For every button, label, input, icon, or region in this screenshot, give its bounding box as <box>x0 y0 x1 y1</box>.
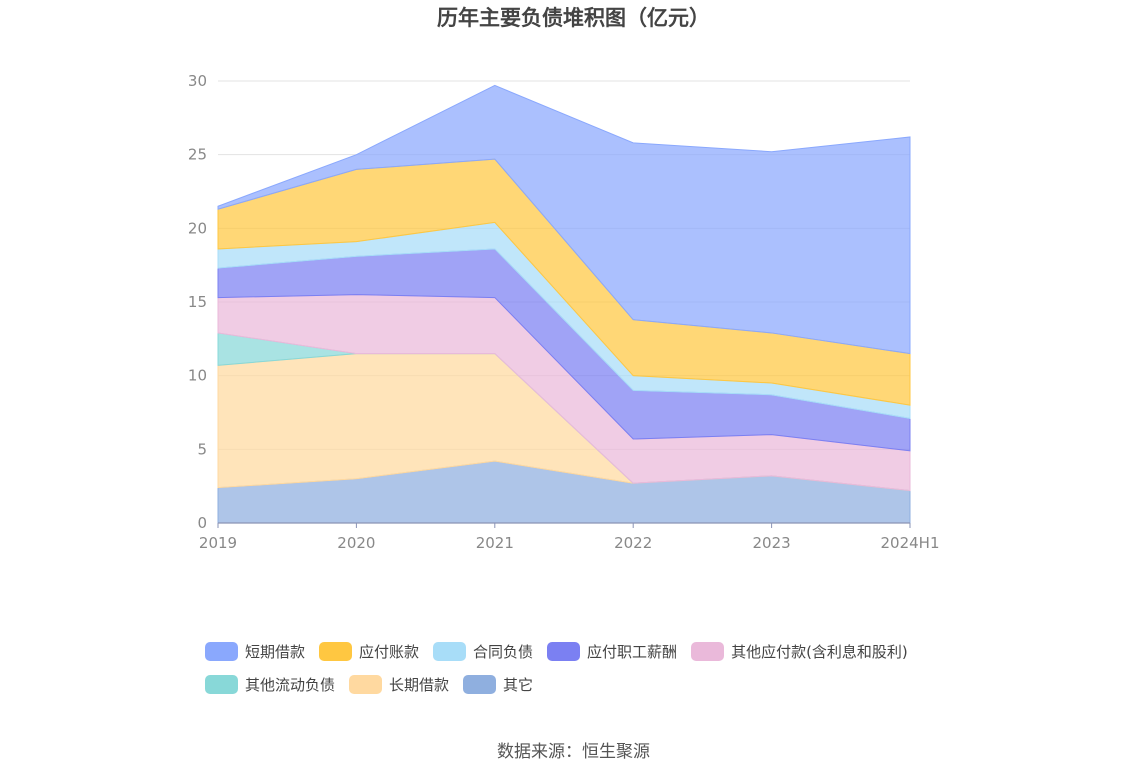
legend-item[interactable]: 其他应付款(含利息和股利) <box>691 639 908 663</box>
legend-label: 其他流动负债 <box>245 675 336 694</box>
legend-item[interactable]: 应付职工薪酬 <box>547 639 677 663</box>
chart-title: 历年主要负债堆积图（亿元） <box>437 6 710 30</box>
y-tick-label: 0 <box>197 514 207 532</box>
legend-item[interactable]: 其它 <box>463 672 533 696</box>
legend-item[interactable]: 长期借款 <box>349 672 449 696</box>
x-tick-label: 2023 <box>753 534 791 552</box>
y-tick-label: 10 <box>188 367 207 385</box>
legend-label: 短期借款 <box>245 642 306 661</box>
y-tick-label: 30 <box>188 72 207 90</box>
y-tick-label: 15 <box>188 293 207 311</box>
data-source-note: 数据来源：恒生聚源 <box>497 742 650 762</box>
legend-swatch <box>319 641 353 661</box>
x-tick-label: 2019 <box>199 534 237 552</box>
x-tick-labels: 2019 2020 2021 2022 2023 2024H1 <box>199 534 940 552</box>
x-tick-label: 2024H1 <box>881 534 940 552</box>
x-tick-label: 2020 <box>337 534 375 552</box>
legend-swatch <box>349 674 383 694</box>
y-tick-label: 25 <box>188 146 207 164</box>
legend: 短期借款 应付账款 合同负债 应付职工薪酬 其他应付款(含利息和股利) 其他流动负债 长期借… <box>205 639 965 705</box>
legend-swatch <box>691 641 725 661</box>
legend-item[interactable]: 合同负债 <box>433 639 533 663</box>
x-axis <box>217 522 911 528</box>
y-tick-label: 5 <box>197 440 207 458</box>
legend-label: 其它 <box>503 675 534 694</box>
legend-label: 合同负债 <box>473 642 534 661</box>
legend-label: 长期借款 <box>389 675 450 694</box>
legend-item[interactable]: 应付账款 <box>319 639 419 663</box>
x-tick-label: 2022 <box>614 534 652 552</box>
legend-swatch <box>433 641 467 661</box>
legend-item[interactable]: 其他流动负债 <box>205 672 335 696</box>
legend-label: 其他应付款(含利息和股利) <box>731 642 908 661</box>
legend-swatch <box>205 641 238 661</box>
legend-swatch <box>547 641 581 661</box>
legend-item[interactable]: 短期借款 <box>205 639 305 663</box>
area-短期借款 <box>217 84 911 355</box>
y-tick-labels: 0 5 10 15 20 25 30 <box>188 72 207 532</box>
y-tick-label: 20 <box>188 219 207 237</box>
area-series <box>217 84 911 524</box>
legend-swatch <box>463 674 497 694</box>
legend-swatch <box>205 674 238 694</box>
x-tick-label: 2021 <box>476 534 514 552</box>
legend-label: 应付职工薪酬 <box>587 642 678 661</box>
legend-label: 应付账款 <box>359 642 420 661</box>
